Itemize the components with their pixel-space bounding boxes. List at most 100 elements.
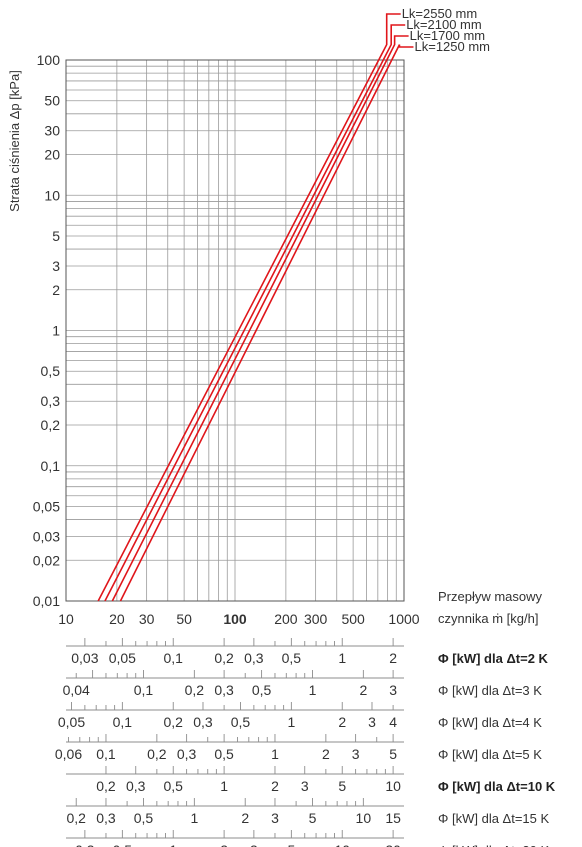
x-tick-label: 10 [58, 611, 74, 627]
scale-label: Φ [kW] dla Δt=4 K [438, 715, 542, 730]
y-tick-label: 1 [52, 323, 60, 339]
series-line [104, 24, 406, 602]
y-tick-label: 20 [44, 147, 60, 163]
series-line [119, 44, 414, 602]
scale-tick-label: 0,3 [75, 842, 95, 847]
y-tick-label: 0,05 [33, 498, 60, 514]
scale-tick-label: 10 [334, 842, 350, 847]
scale-label: Φ [kW] dla Δt=2 K [438, 651, 549, 666]
scale-tick-label: 3 [352, 746, 360, 762]
scale-label: Φ [kW] dla Δt=5 K [438, 747, 542, 762]
scale-tick-label: 0,2 [96, 778, 116, 794]
y-tick-label: 5 [52, 228, 60, 244]
y-tick-label: 100 [37, 52, 61, 68]
scale-tick-label: 10 [356, 810, 372, 826]
scale-tick-label: 2 [322, 746, 330, 762]
y-tick-label: 0,2 [41, 417, 61, 433]
x-tick-labels: 10 20 30 50 100 200 300 500 1000 [58, 611, 420, 627]
scale-tick-label: 2 [241, 810, 249, 826]
scale-tick-label: 10 [385, 778, 401, 794]
scale-tick-label: 0,05 [58, 714, 85, 730]
scale-tick-label: 5 [309, 810, 317, 826]
scale-tick-label: 0,3 [177, 746, 197, 762]
scale-tick-label: 1 [309, 682, 317, 698]
scale-tick-label: 1 [287, 714, 295, 730]
scale-tick-label: 15 [385, 810, 401, 826]
y-tick-label: 0,3 [41, 393, 61, 409]
scale-tick-label: 0,1 [134, 682, 154, 698]
y-tick-label: 0,5 [41, 363, 61, 379]
y-tick-label: 30 [44, 123, 60, 139]
y-tick-label: 0,1 [41, 458, 61, 474]
scale-tick-label: 3 [368, 714, 376, 730]
scale-tick-label: 0,1 [96, 746, 116, 762]
scale-tick-label: 2 [389, 650, 397, 666]
x-tick-label: 50 [176, 611, 192, 627]
x-tick-label: 300 [304, 611, 328, 627]
scale-tick-label: 2 [359, 682, 367, 698]
scale-tick-label: 3 [301, 778, 309, 794]
y-tick-label: 50 [44, 93, 60, 109]
scale-tick-label: 0,3 [126, 778, 146, 794]
scale-tick-label: 1 [338, 650, 346, 666]
scale-tick-label: 3 [250, 842, 258, 847]
chart-grid [66, 60, 404, 601]
series-line [97, 13, 401, 602]
y-tick-label: 0,03 [33, 528, 60, 544]
x-tick-label: 30 [139, 611, 155, 627]
scale-tick-label: 5 [389, 746, 397, 762]
scale-tick-label: 1 [169, 842, 177, 847]
x-tick-label: 200 [274, 611, 298, 627]
scale-tick-label: 1 [190, 810, 198, 826]
scale-tick-label: 0,3 [214, 682, 234, 698]
y-tick-label: 2 [52, 282, 60, 298]
y-tick-label: 0,01 [33, 593, 60, 609]
scale-tick-label: 0,1 [113, 714, 133, 730]
scale-tick-label: 0,5 [282, 650, 302, 666]
legend-label: Lk=2100 mm [406, 17, 482, 32]
scale-tick-label: 3 [389, 682, 397, 698]
x-tick-label: 100 [223, 611, 247, 627]
scale-tick-label: 0,5 [252, 682, 272, 698]
x-axis-label-unit: czynnika ṁ [kg/h] [438, 611, 538, 626]
scale-tick-label: 0,05 [109, 650, 136, 666]
legend-label: Lk=2550 mm [402, 6, 478, 21]
scale-tick-label: 0,2 [185, 682, 205, 698]
y-tick-labels: 100 50 30 20 10 5 3 2 1 0,5 0,3 0,2 0,1 0,05 0,03 0,02 0… [33, 52, 60, 609]
scale-tick-label: 0,2 [163, 714, 183, 730]
scale-tick-label: 1 [271, 746, 279, 762]
scale-label: Φ [kW] dla Δt=20 K [438, 843, 550, 847]
series-line [111, 35, 409, 602]
scale-tick-label: 0,2 [147, 746, 167, 762]
y-tick-label: 0,02 [33, 552, 60, 568]
scale-tick-label: 0,03 [71, 650, 98, 666]
scale-tick-label: 0,1 [163, 650, 183, 666]
scale-label: Φ [kW] dla Δt=10 K [438, 779, 556, 794]
scale-tick-label: 0,3 [96, 810, 116, 826]
scale-tick-label: 0,5 [231, 714, 251, 730]
scale-tick-label: 5 [287, 842, 295, 847]
scale-tick-label: 1 [220, 778, 228, 794]
scale-tick-label: 3 [271, 810, 279, 826]
legend-label: Lk=1700 mm [410, 28, 486, 43]
scale-tick-label: 0,5 [214, 746, 234, 762]
x-tick-label: 500 [341, 611, 365, 627]
power-scales: 0,03 0,05 0,1 0,2 0,3 0,5 1 2 Φ [kW] dla Δt=2 K0… [55, 638, 556, 847]
scale-label: Φ [kW] dla Δt=15 K [438, 811, 550, 826]
scale-tick-label: 5 [338, 778, 346, 794]
scale-tick-label: 0,3 [193, 714, 213, 730]
legend-label: Lk=1250 mm [415, 39, 491, 54]
series-group [97, 13, 414, 602]
scale-tick-label: 2 [220, 842, 228, 847]
scale-tick-label: 0,5 [113, 842, 133, 847]
x-axis-label: Przepływ masowy [438, 589, 543, 604]
scale-tick-label: 0,04 [63, 682, 90, 698]
y-tick-label: 10 [44, 187, 60, 203]
scale-tick-label: 20 [385, 842, 401, 847]
y-axis-label: Strata ciśnienia Δp [kPa] [7, 70, 22, 212]
scale-label: Φ [kW] dla Δt=3 K [438, 683, 542, 698]
y-tick-label: 3 [52, 258, 60, 274]
scale-tick-label: 0,2 [214, 650, 234, 666]
scale-tick-label: 4 [389, 714, 397, 730]
